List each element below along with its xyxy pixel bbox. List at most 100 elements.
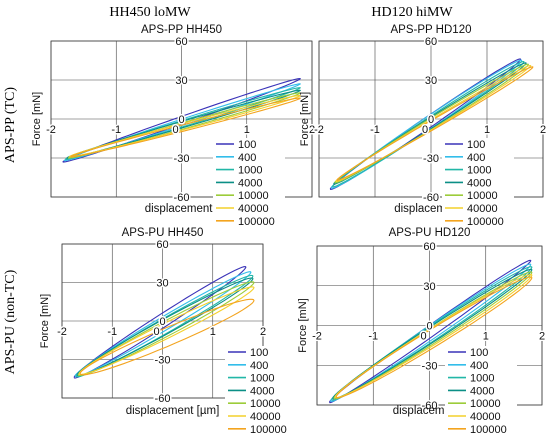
series-loop-10000 xyxy=(77,281,255,377)
legend-label-40000: 40000 xyxy=(470,411,501,423)
legend-label-100000: 100000 xyxy=(250,424,287,434)
y-axis-label: Force [mN] xyxy=(297,298,309,352)
legend-label-1000: 1000 xyxy=(467,165,491,177)
y-tick-label: -60 xyxy=(174,192,190,204)
y-tick-label: -60 xyxy=(423,192,439,204)
legend-label-1000: 1000 xyxy=(470,373,494,385)
chart-title: APS-PU HH450 xyxy=(122,227,204,239)
legend-label-1000: 1000 xyxy=(250,373,274,385)
column-header-hd120: HD120 hiMW xyxy=(371,5,453,20)
legend-label-10000: 10000 xyxy=(238,190,269,202)
legend-label-100000: 100000 xyxy=(470,424,507,434)
series-loop-100000 xyxy=(79,298,255,376)
legend-label-4000: 4000 xyxy=(467,177,491,189)
column-header-hh450: HH450 loMW xyxy=(109,5,191,20)
chart-panel-pu-hh450: -60 -30 0 30 60 -2 -1 0 1 2 APS-PU HH450 Force [mN]… xyxy=(39,227,297,434)
x-tick-label: 2 xyxy=(260,326,266,338)
x-tick-label: 1 xyxy=(244,124,250,136)
legend-label-4000: 4000 xyxy=(238,177,262,189)
x-tick-label: 2 xyxy=(539,331,545,343)
y-tick-label: 30 xyxy=(425,75,437,87)
series-loop-4000 xyxy=(332,268,533,400)
x-tick-label: 0 xyxy=(420,331,426,343)
chart-title: APS-PP HH450 xyxy=(141,24,222,36)
y-axis-label: Force [mN] xyxy=(39,294,51,348)
chart-panel-pp-hh450: -60 -30 0 30 60 -2 -1 0 1 2 APS-PP HH450 Force [mN]… xyxy=(31,24,317,232)
x-tick-label: 0 xyxy=(422,124,428,136)
x-tick-label: -2 xyxy=(312,331,322,343)
x-axis-label: displacement [µm] xyxy=(126,405,220,417)
series-loop-100000 xyxy=(336,66,534,181)
y-tick-label: 60 xyxy=(175,36,187,48)
legend-bg xyxy=(442,138,514,232)
series-loop-100000 xyxy=(335,276,533,399)
legend-label-400: 400 xyxy=(467,152,485,164)
legend-label-10000: 10000 xyxy=(250,398,281,410)
row-header-aps-pu: APS-PU (non-TC) xyxy=(3,269,18,374)
y-tick-label: 60 xyxy=(425,36,437,48)
legend-label-10000: 10000 xyxy=(470,398,501,410)
legend-label-1000: 1000 xyxy=(238,165,262,177)
legend-label-40000: 40000 xyxy=(250,411,281,423)
legend-label-400: 400 xyxy=(470,360,488,372)
x-tick-label: 0 xyxy=(153,326,159,338)
x-tick-label: 1 xyxy=(483,331,489,343)
legend-label-100: 100 xyxy=(467,139,485,151)
y-tick-label: -30 xyxy=(423,153,439,165)
x-tick-label: -2 xyxy=(57,326,67,338)
series-loop-400 xyxy=(74,271,252,378)
legend-label-40000: 40000 xyxy=(467,203,498,215)
series-loop-4000 xyxy=(76,277,254,377)
y-tick-label: 60 xyxy=(156,239,168,251)
legend-label-100: 100 xyxy=(470,347,488,359)
legend-label-100: 100 xyxy=(238,139,256,151)
x-tick-label: -1 xyxy=(107,326,117,338)
legend-label-40000: 40000 xyxy=(238,203,269,215)
chart-title: APS-PU HD120 xyxy=(389,227,471,239)
chart-panel-pp-hd120: -60 -30 0 30 60 -2 -1 0 1 2 APS-PP HD120 Force [mN]… xyxy=(299,24,548,232)
legend-label-4000: 4000 xyxy=(470,385,494,397)
series-loop-100000 xyxy=(70,97,301,158)
legend-bg xyxy=(213,138,285,232)
x-tick-label: 2 xyxy=(309,124,315,136)
y-tick-label: 0 xyxy=(426,321,432,333)
x-tick-label: -2 xyxy=(314,124,324,136)
series-loop-40000 xyxy=(78,286,255,375)
series-loop-4000 xyxy=(66,89,301,159)
legend-label-100000: 100000 xyxy=(238,216,275,228)
y-tick-label: 30 xyxy=(175,75,187,87)
legend-label-4000: 4000 xyxy=(250,385,274,397)
x-tick-label: 1 xyxy=(210,326,216,338)
y-tick-label: -30 xyxy=(422,360,438,372)
legend-label-400: 400 xyxy=(250,360,268,372)
y-axis-label: Force [mN] xyxy=(299,92,311,146)
chart-panel-pu-hd120: -60 -30 0 30 60 -2 -1 0 1 2 APS-PU HD120 Force [mN]… xyxy=(297,227,547,434)
legend-label-100000: 100000 xyxy=(467,216,504,228)
x-tick-label: 2 xyxy=(540,124,546,136)
x-tick-label: -1 xyxy=(368,331,378,343)
y-tick-label: -30 xyxy=(174,153,190,165)
y-tick-label: -30 xyxy=(155,355,171,367)
y-axis-label: Force [mN] xyxy=(31,92,43,146)
legend-label-400: 400 xyxy=(238,152,256,164)
chart-title: APS-PP HD120 xyxy=(391,24,472,36)
series-loop-100 xyxy=(73,266,247,379)
series-loop-40000 xyxy=(334,273,533,399)
y-tick-label: -60 xyxy=(155,393,171,405)
row-header-aps-pp: APS-PP (TC) xyxy=(3,87,18,163)
legend-label-100: 100 xyxy=(250,347,268,359)
y-tick-label: 0 xyxy=(428,114,434,126)
x-tick-label: -2 xyxy=(46,124,56,136)
x-tick-label: 0 xyxy=(172,124,178,136)
x-tick-label: 1 xyxy=(484,124,490,136)
y-tick-label: -60 xyxy=(422,400,438,412)
y-tick-label: 30 xyxy=(156,278,168,290)
y-tick-label: 0 xyxy=(178,114,184,126)
series-loop-40000 xyxy=(68,94,301,158)
x-tick-label: -1 xyxy=(370,124,380,136)
